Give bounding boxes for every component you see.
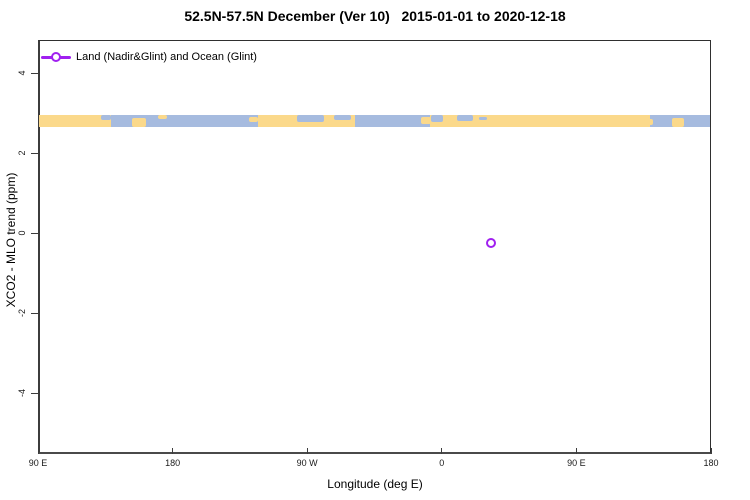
x-axis-tick [37, 448, 39, 454]
land-segment [157, 115, 167, 119]
ocean-segment [111, 115, 258, 127]
y-axis-tick [31, 392, 38, 394]
x-axis-tick [172, 448, 174, 454]
ocean-segment [100, 115, 112, 120]
y-axis-tick-label: 4 [17, 70, 27, 76]
y-axis-tick [31, 232, 38, 234]
y-axis-tick-label: 0 [17, 230, 27, 236]
plot-area [38, 40, 711, 454]
ocean-segment [355, 115, 430, 127]
land-segment [672, 118, 685, 127]
map-band [39, 115, 710, 127]
x-axis-tick-label: 90 W [296, 458, 318, 468]
land-segment [643, 118, 653, 125]
land-segment [132, 118, 146, 127]
legend-label: Land (Nadir&Glint) and Ocean (Glint) [76, 51, 257, 63]
y-axis-tick [31, 72, 38, 74]
ocean-segment [479, 116, 487, 121]
x-axis-tick-label: 0 [439, 458, 445, 468]
data-point-marker [486, 238, 497, 249]
y-axis-title: XCO2 - MLO trend (ppm) [4, 172, 18, 308]
y-axis-tick [31, 152, 38, 154]
x-axis-tick [575, 448, 577, 454]
land-segment [39, 115, 112, 127]
x-axis-tick-label: 180 [165, 458, 181, 468]
x-axis-tick [710, 448, 712, 454]
x-axis-tick [306, 448, 308, 454]
ocean-segment [456, 115, 474, 121]
ocean-segment [334, 115, 351, 120]
y-axis-tick-label: 2 [17, 150, 27, 156]
x-axis-tick [441, 448, 443, 454]
x-axis-title: Longitude (deg E) [327, 477, 423, 491]
ocean-segment [431, 115, 444, 123]
y-axis-tick [31, 312, 38, 314]
land-segment [429, 115, 650, 127]
x-axis-tick-label: 90 E [28, 458, 48, 468]
ocean-segment [296, 115, 324, 122]
y-axis-tick-label: -2 [17, 308, 27, 318]
land-segment [248, 117, 258, 123]
legend-open-circle-icon [51, 52, 61, 62]
x-axis-tick-label: 180 [703, 458, 719, 468]
chart-title: 52.5N-57.5N December (Ver 10) 2015-01-01… [184, 8, 566, 24]
land-segment [420, 117, 432, 124]
x-axis-tick-label: 90 E [567, 458, 586, 468]
y-axis-tick-label: -4 [17, 388, 27, 398]
